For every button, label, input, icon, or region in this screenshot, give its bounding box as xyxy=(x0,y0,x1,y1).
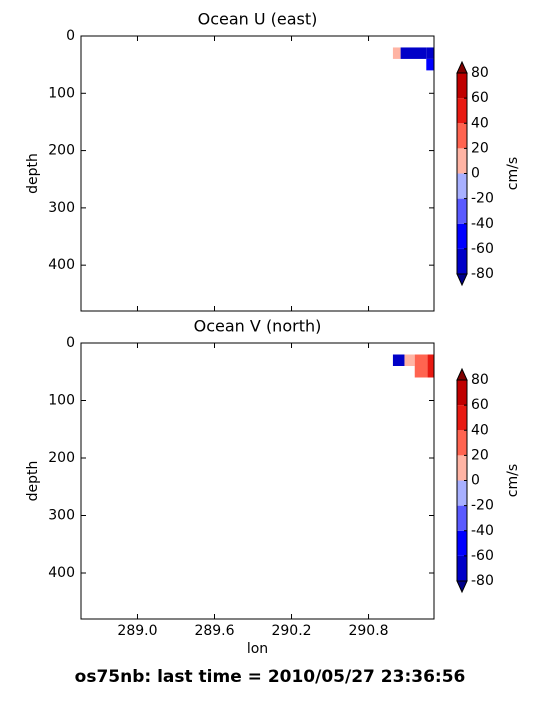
colorbar-tick-label: 40 xyxy=(471,422,489,438)
cell xyxy=(392,47,401,59)
y-tick-label: 0 xyxy=(66,28,75,44)
y-tick-label: 200 xyxy=(48,450,75,466)
y-tick-label: 300 xyxy=(48,508,75,524)
plot-frame xyxy=(80,35,435,312)
colorbar-segment xyxy=(457,555,467,581)
x-tick-label: 289.0 xyxy=(117,623,157,639)
colorbar-tick-label: -20 xyxy=(471,191,494,207)
y-tick-label: 400 xyxy=(48,257,75,273)
colorbar-tick-label: 60 xyxy=(471,90,489,106)
colorbar-segment xyxy=(457,98,467,124)
plot-frame xyxy=(80,342,435,620)
colorbar-label: cm/s xyxy=(505,464,521,497)
cell xyxy=(414,366,428,378)
cell xyxy=(392,354,405,366)
colorbar-segment xyxy=(457,248,467,274)
colorbar-segment xyxy=(457,123,467,149)
colorbar-segment xyxy=(457,530,467,556)
colorbar-tick-label: -20 xyxy=(471,498,494,514)
colorbar-tick-label: -60 xyxy=(471,241,494,257)
colorbar-tick-label: 60 xyxy=(471,397,489,413)
x-axis-label: lon xyxy=(247,641,268,657)
footer: os75nb: last time = 2010/05/27 23:36:56 xyxy=(75,667,466,687)
colorbar-tick-label: 20 xyxy=(471,447,489,463)
colorbar-tick-label: 0 xyxy=(471,473,480,489)
colorbar-tick-label: 20 xyxy=(471,140,489,156)
cell xyxy=(400,47,427,59)
cell xyxy=(426,47,434,59)
chart-title: Ocean U (east) xyxy=(198,10,318,29)
x-tick-label: 290.2 xyxy=(271,623,311,639)
colorbar-segment xyxy=(457,505,467,531)
colorbar-segment xyxy=(457,173,467,199)
colorbar-segment xyxy=(457,480,467,506)
colorbar-tick-label: -80 xyxy=(471,266,494,282)
colorbar-segment xyxy=(457,148,467,174)
y-tick-label: 0 xyxy=(66,335,75,351)
cell xyxy=(427,354,434,366)
chart-title: Ocean V (north) xyxy=(194,317,322,336)
y-axis-label: depth xyxy=(25,461,41,502)
y-tick-label: 100 xyxy=(48,393,75,409)
cell xyxy=(426,58,434,71)
cell xyxy=(414,354,428,366)
y-tick-label: 400 xyxy=(48,565,75,581)
colorbar-tick-label: -40 xyxy=(471,216,494,232)
colorbar-segment xyxy=(457,455,467,481)
y-tick-label: 100 xyxy=(48,85,75,101)
colorbar-tick-label: 0 xyxy=(471,166,480,182)
y-tick-label: 200 xyxy=(48,143,75,159)
colorbar-segment xyxy=(457,73,467,99)
colorbar-segment xyxy=(457,405,467,431)
y-axis-label: depth xyxy=(25,153,41,194)
colorbar-tick-label: 40 xyxy=(471,115,489,131)
cell xyxy=(404,354,415,366)
colorbar-tick-label: 80 xyxy=(471,65,489,81)
colorbar-segment xyxy=(457,198,467,224)
colorbar-tick-label: -60 xyxy=(471,548,494,564)
colorbar-segment xyxy=(457,223,467,249)
cell xyxy=(427,366,434,378)
y-tick-label: 300 xyxy=(48,200,75,216)
colorbar-tick-label: 80 xyxy=(471,372,489,388)
colorbar-tick-label: -40 xyxy=(471,523,494,539)
colorbar-label: cm/s xyxy=(505,157,521,190)
colorbar-tick-label: -80 xyxy=(471,573,494,589)
x-tick-label: 290.8 xyxy=(348,623,388,639)
x-tick-label: 289.6 xyxy=(194,623,234,639)
colorbar-segment xyxy=(457,380,467,406)
colorbar-segment xyxy=(457,430,467,456)
